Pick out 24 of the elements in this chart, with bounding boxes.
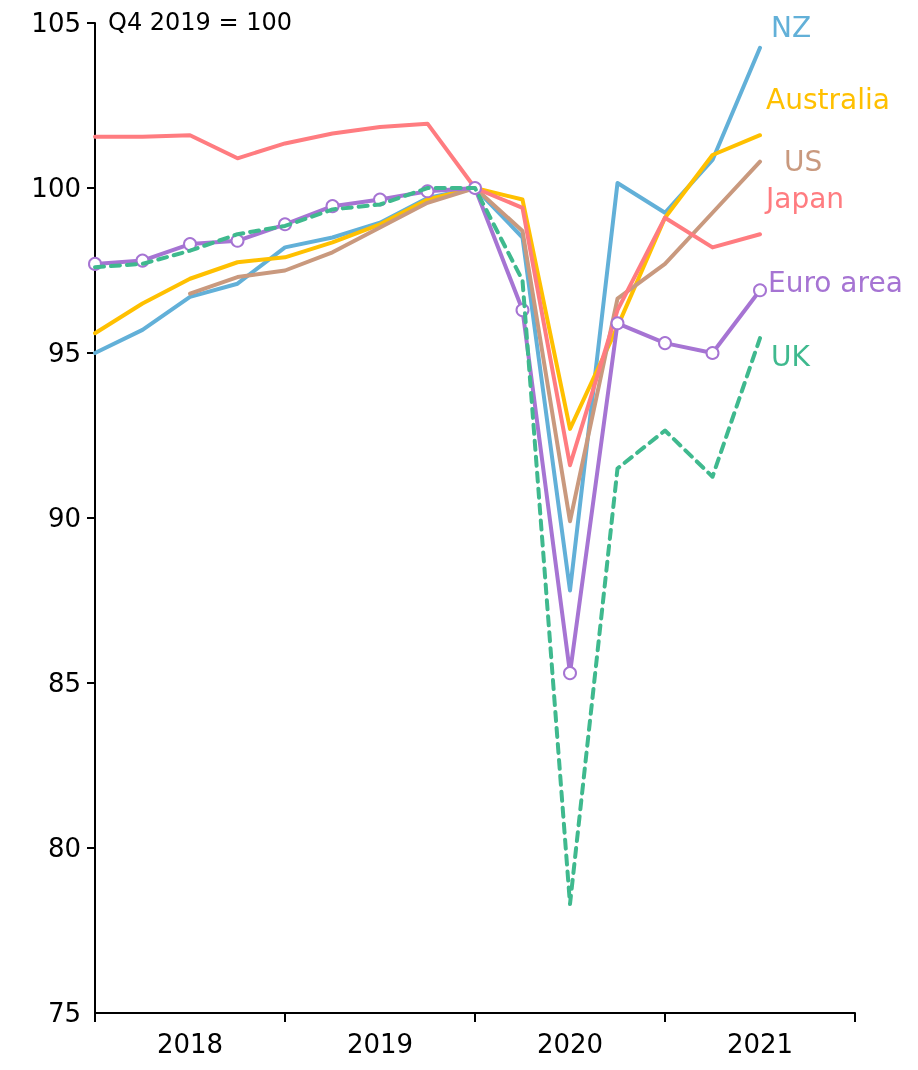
point [563,666,577,681]
series-label: Euro area [768,265,903,299]
annotation: Q4 2019 = 100 [108,8,293,36]
y-tick-label: 105 [31,8,81,38]
y-tick-label: 85 [47,668,81,698]
x-tick-label: 2021 [726,1029,794,1059]
point [658,336,672,351]
series-label: Japan [764,181,845,215]
y-tick-label: 95 [47,338,81,368]
series-label: NZ [771,11,812,45]
y-tick-label: 75 [47,998,81,1028]
point [610,316,625,331]
line-series [188,159,762,524]
y-tick-label: 90 [47,503,81,533]
point [705,346,720,360]
x-tick-label: 2020 [536,1029,604,1059]
x-tick-label: 2018 [156,1029,224,1059]
series-label: Australia [766,82,890,116]
point [753,283,767,298]
series-label: US [784,145,823,179]
x-tick-label: 2019 [346,1029,414,1059]
y-tick-label: 80 [47,833,81,863]
series-label: UK [771,339,811,373]
y-tick-label: 100 [31,173,81,203]
